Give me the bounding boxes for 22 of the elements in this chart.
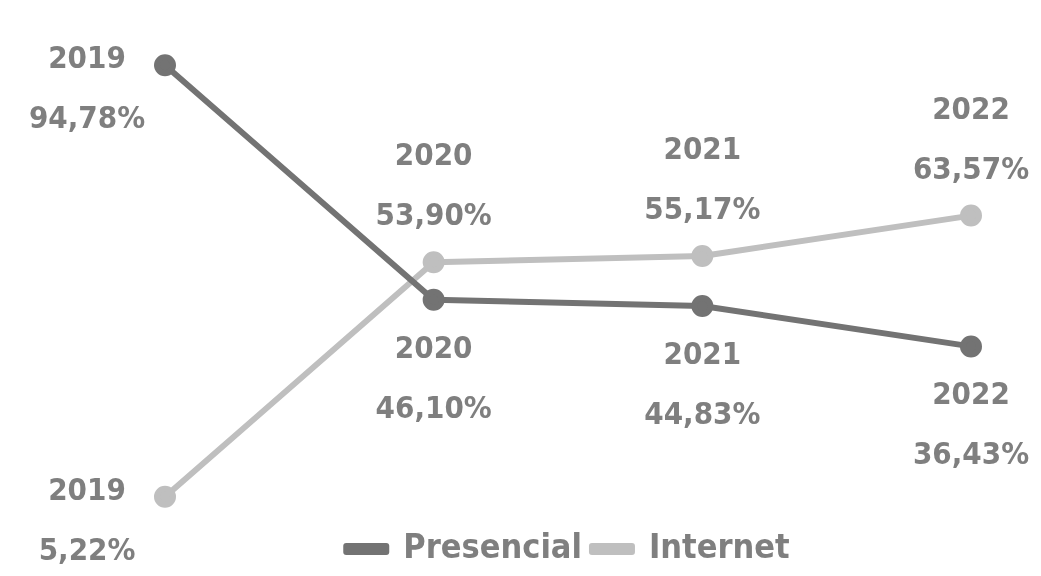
category-label: 2021: [663, 130, 742, 167]
data-label: 44,83%: [644, 394, 761, 431]
data-label: 36,43%: [912, 435, 1030, 472]
point: [422, 288, 445, 311]
point: [154, 485, 176, 508]
data-label: 55,17%: [644, 190, 761, 227]
category-label: 2020: [394, 136, 473, 173]
legend-label: Internet: [648, 525, 790, 566]
category-label: 2019: [48, 470, 126, 507]
data-label: 53,90%: [375, 196, 492, 233]
category-label: 2022: [932, 89, 1010, 126]
point: [691, 294, 714, 317]
data-label: 63,57%: [912, 149, 1030, 186]
point: [422, 251, 445, 274]
data-label: 94,78%: [28, 99, 146, 136]
point: [960, 335, 982, 358]
data-label: 5,22%: [38, 530, 136, 567]
data-label: 46,10%: [375, 388, 492, 425]
legend-label: Presencial: [403, 525, 582, 566]
point: [960, 204, 982, 227]
point: [691, 245, 714, 268]
point: [154, 54, 176, 77]
